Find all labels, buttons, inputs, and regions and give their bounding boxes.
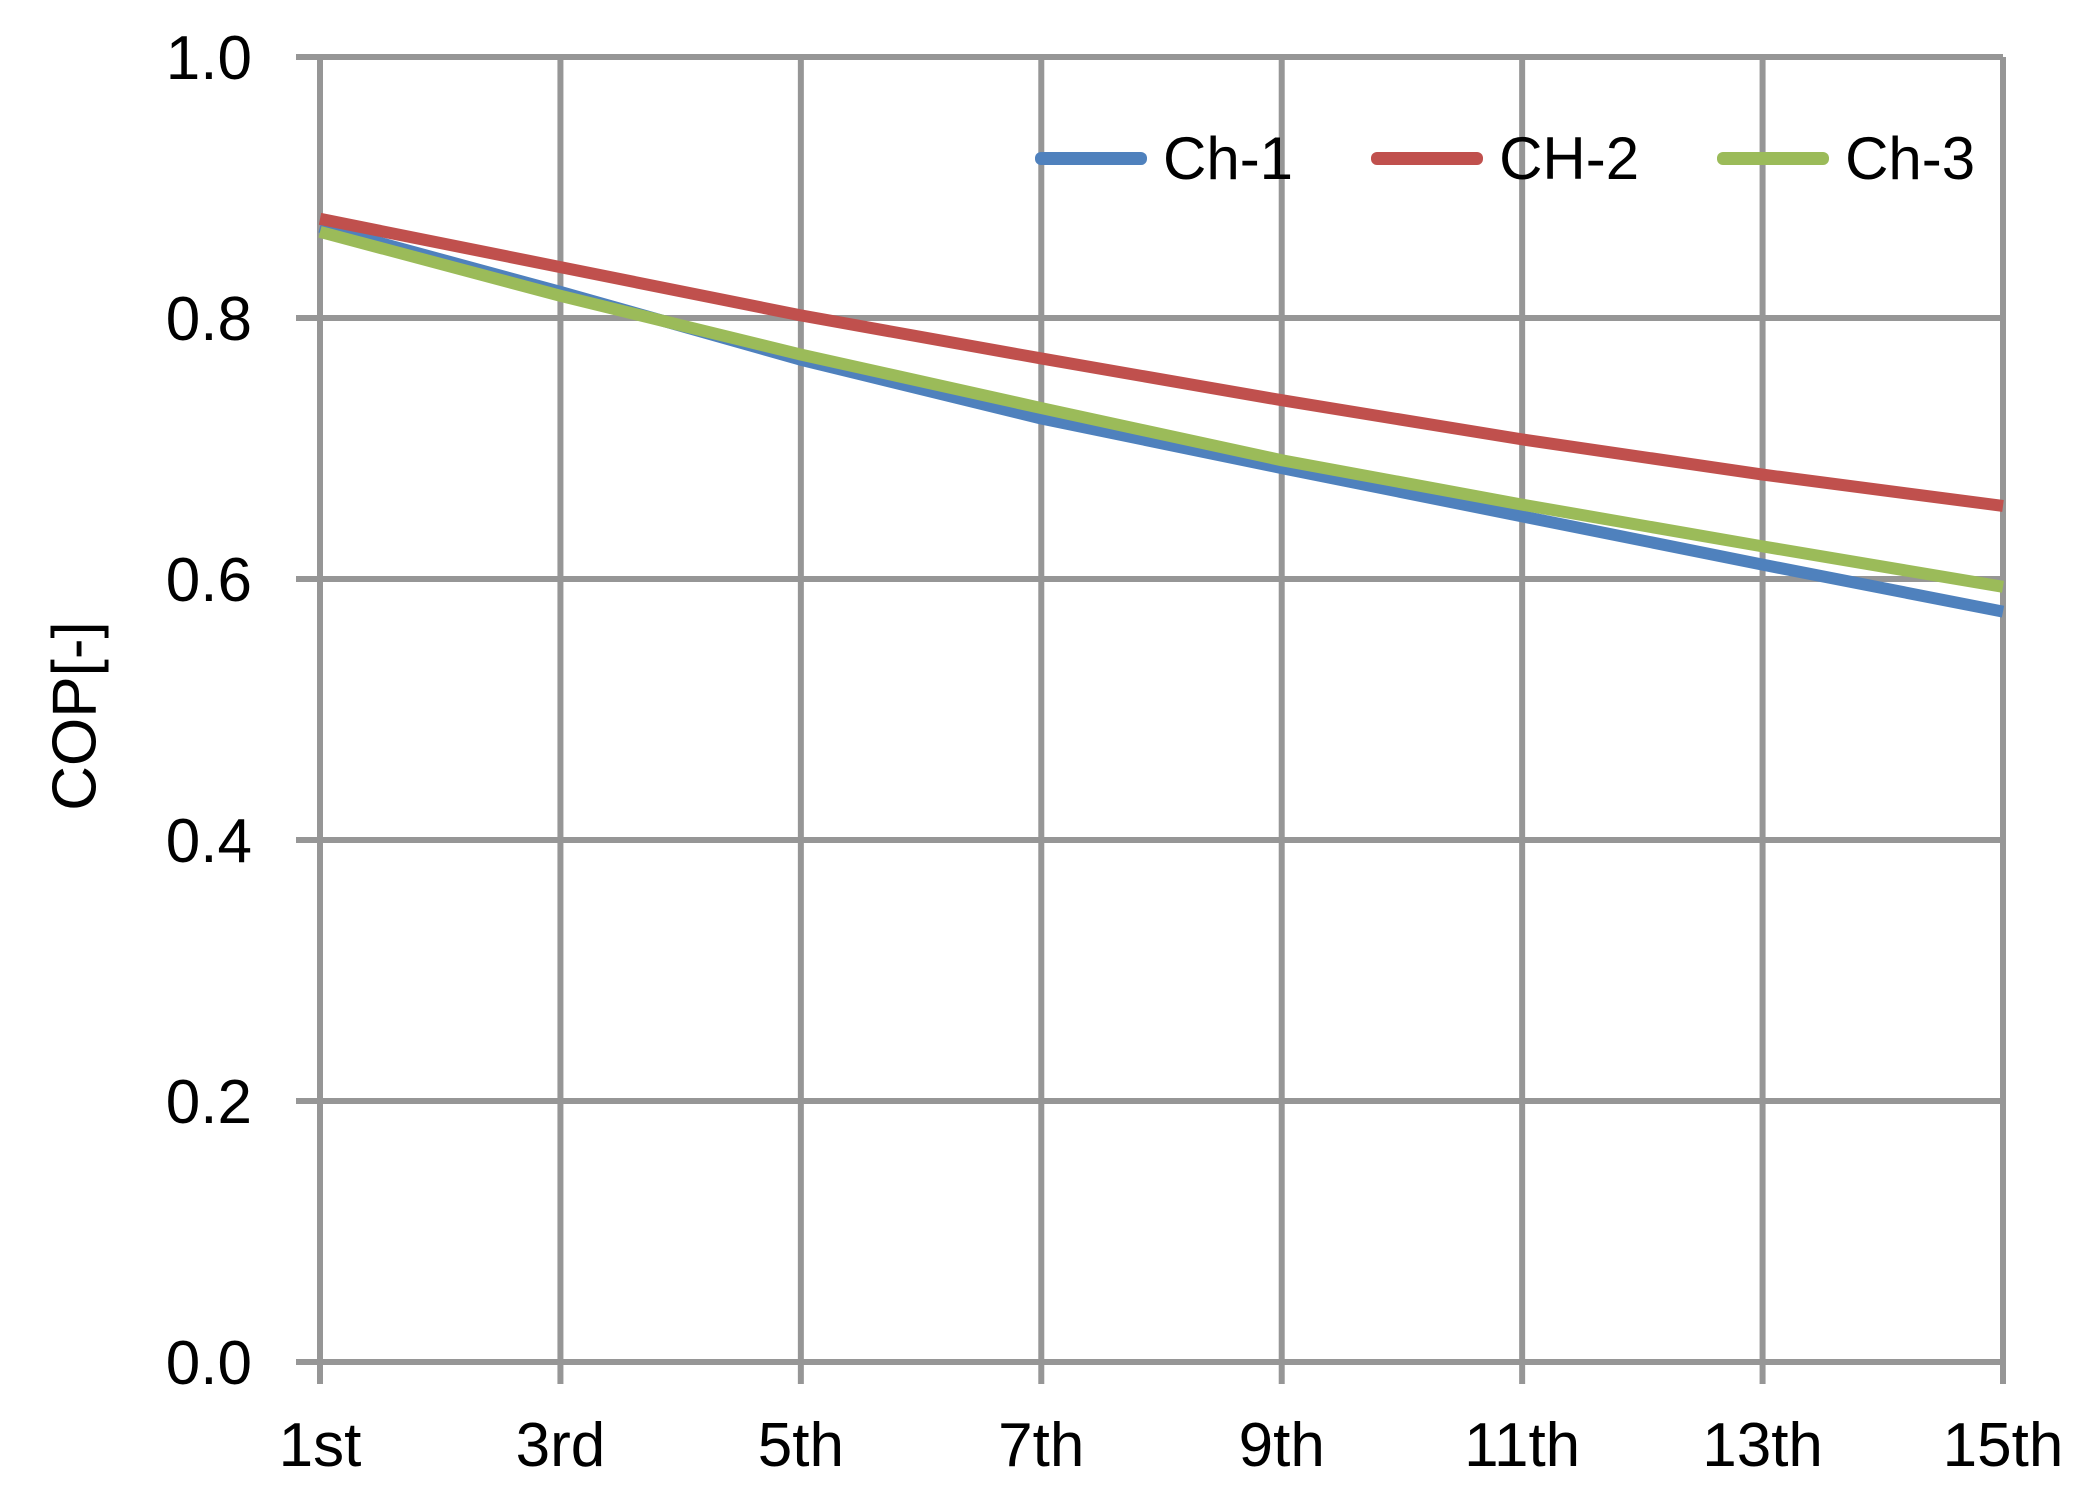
x-tick-label: 5th bbox=[758, 1411, 844, 1480]
x-tick-label: 13th bbox=[1702, 1411, 1823, 1480]
y-tick-label: 0.4 bbox=[166, 807, 252, 876]
y-tick-label: 0.6 bbox=[166, 546, 252, 615]
x-tick-label: 7th bbox=[998, 1411, 1084, 1480]
legend: Ch-1 CH-2 Ch-3 bbox=[1035, 122, 1975, 194]
y-axis-title: COP[-] bbox=[40, 621, 110, 811]
legend-label-ch-2: CH-2 bbox=[1499, 124, 1640, 192]
x-tick-label: 3rd bbox=[516, 1411, 606, 1480]
series-line-ch-2 bbox=[318, 212, 2004, 512]
y-tick-label: 1.0 bbox=[166, 24, 252, 93]
y-tick-label: 0.8 bbox=[166, 285, 252, 354]
legend-swatch-ch-2 bbox=[1371, 151, 1484, 165]
legend-swatch-ch-3 bbox=[1717, 151, 1830, 165]
series-line-ch-1 bbox=[318, 220, 2005, 618]
legend-item-ch-2: CH-2 bbox=[1371, 124, 1639, 193]
legend-item-ch-3: Ch-3 bbox=[1717, 124, 1975, 193]
x-tick-label: 15th bbox=[1943, 1411, 2064, 1480]
x-tick-label: 11th bbox=[1464, 1411, 1580, 1480]
legend-label-ch-3: Ch-3 bbox=[1845, 124, 1976, 192]
legend-swatch-ch-1 bbox=[1035, 151, 1147, 165]
y-tick-label: 0.0 bbox=[166, 1329, 252, 1398]
x-tick-label: 1st bbox=[279, 1411, 362, 1480]
series-line-ch-3 bbox=[318, 226, 2004, 593]
legend-label-ch-1: Ch-1 bbox=[1163, 124, 1294, 192]
y-tick-label: 0.2 bbox=[166, 1068, 252, 1137]
legend-item-ch-1: Ch-1 bbox=[1035, 124, 1293, 193]
x-tick-label: 9th bbox=[1239, 1411, 1325, 1480]
